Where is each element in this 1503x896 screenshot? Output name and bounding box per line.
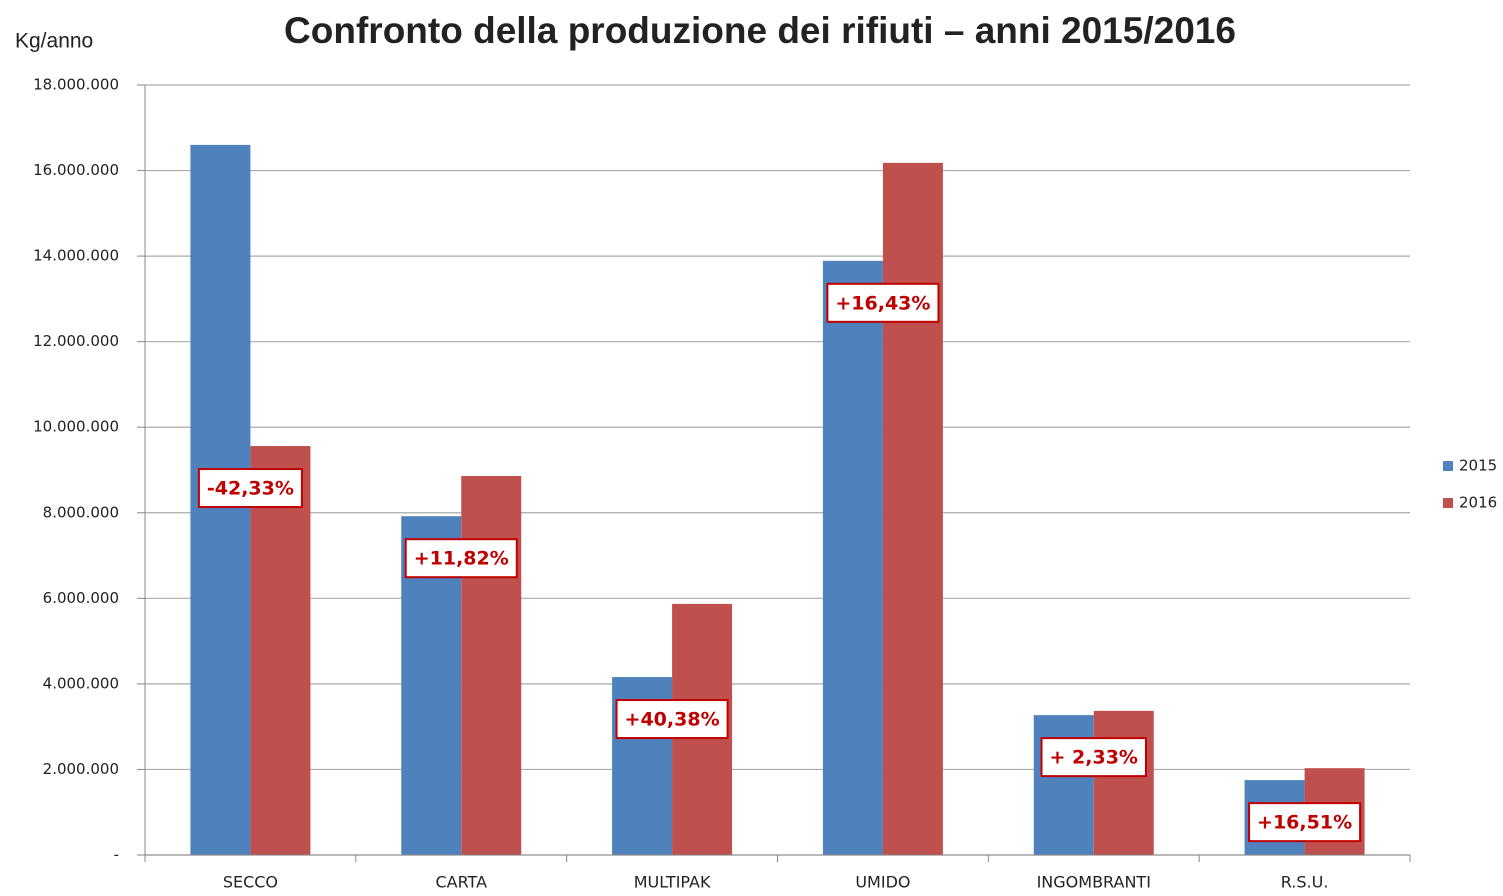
y-tick-label: 18.000.000 <box>33 76 119 94</box>
annotation: +40,38% <box>625 709 720 731</box>
legend-swatch <box>1443 461 1453 471</box>
x-tick-label: R.S.U. <box>1281 873 1329 892</box>
chart-title: Confronto della produzione dei rifiuti –… <box>284 10 1236 51</box>
y-tick-label: - <box>114 846 119 864</box>
y-tick-label: 6.000.000 <box>43 589 119 607</box>
bar <box>882 162 943 855</box>
annotation: +16,51% <box>1257 812 1352 834</box>
bar <box>822 260 883 856</box>
bar <box>1093 710 1154 855</box>
annotation-box <box>1248 802 1362 843</box>
legend-swatch <box>1443 498 1453 508</box>
y-tick-label: 16.000.000 <box>33 161 119 179</box>
x-tick-label: INGOMBRANTI <box>1037 873 1151 892</box>
y-axis-label: Kg/anno <box>15 30 93 53</box>
bar <box>1033 715 1094 855</box>
legend-label: 2015 <box>1459 457 1497 475</box>
annotation: + 2,33% <box>1050 747 1138 769</box>
bar <box>250 446 311 855</box>
y-tick-label: 14.000.000 <box>33 247 119 265</box>
x-tick-label: CARTA <box>435 873 487 892</box>
y-tick-label: 12.000.000 <box>33 332 119 350</box>
annotation-box <box>404 538 518 579</box>
x-tick-label: UMIDO <box>855 873 910 892</box>
annotation-box <box>1040 737 1147 778</box>
y-tick-label: 2.000.000 <box>43 760 119 778</box>
x-tick-label: MULTIPAK <box>634 873 711 892</box>
y-tick-label: 10.000.000 <box>33 418 119 436</box>
annotation-box <box>615 699 729 740</box>
y-tick-label: 8.000.000 <box>43 503 119 521</box>
annotation: +16,43% <box>835 292 930 314</box>
legend-label: 2016 <box>1459 494 1497 512</box>
bar <box>461 475 522 855</box>
annotation-box <box>197 468 303 509</box>
annotation: +11,82% <box>414 548 509 570</box>
y-tick-label: 4.000.000 <box>43 674 119 692</box>
annotation: -42,33% <box>207 478 294 500</box>
x-tick-label: SECCO <box>223 873 278 892</box>
annotation-box <box>826 282 940 323</box>
